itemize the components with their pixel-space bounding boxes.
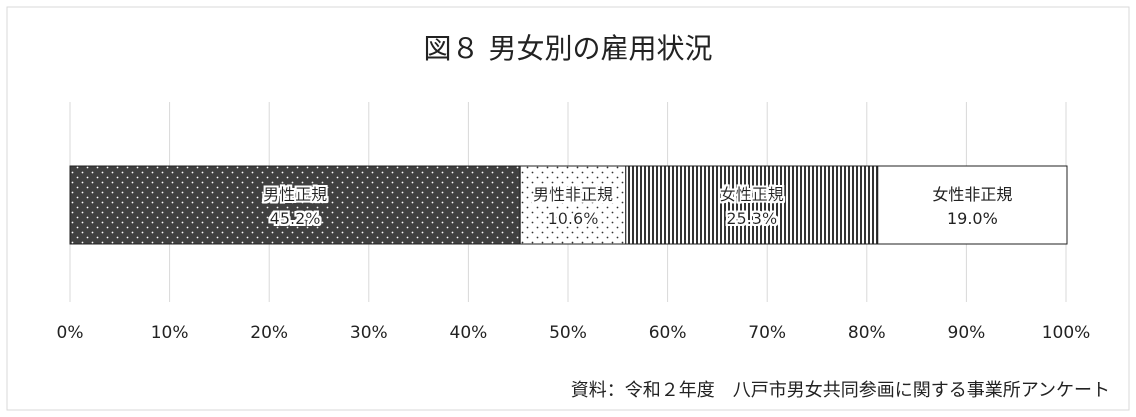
segment-value-label: 19.0% bbox=[947, 209, 998, 228]
segment-value-label: 45.2% bbox=[270, 209, 321, 228]
segment-name-label: 男性正規 bbox=[263, 185, 327, 204]
bar-segment bbox=[877, 165, 1068, 245]
x-tick-label: 80% bbox=[848, 323, 886, 343]
bar-segment bbox=[625, 165, 879, 245]
x-tick-label: 60% bbox=[649, 323, 687, 343]
segment-labels: 男性正規 45.2% 男性非正規 10.6% 女性正規 25.3% 女性非正規 19.0% bbox=[263, 185, 1012, 228]
x-tick-label: 70% bbox=[748, 323, 786, 343]
x-tick-label: 10% bbox=[151, 323, 189, 343]
segment-value-label: 10.6% bbox=[548, 209, 599, 228]
x-tick-label: 100% bbox=[1042, 323, 1091, 343]
segment-value-label: 25.3% bbox=[726, 209, 777, 228]
bar-segment bbox=[69, 165, 521, 245]
x-tick-label: 40% bbox=[450, 323, 488, 343]
segment-name-label: 女性正規 bbox=[720, 185, 784, 204]
x-tick-label: 50% bbox=[549, 323, 587, 343]
bar-segments bbox=[69, 165, 1068, 245]
source-note: 資料：令和２年度 八戸市男女共同参画に関する事業所アンケート bbox=[571, 380, 1110, 401]
x-axis-tick-labels: 0% 10% 20% 30% 40% 50% 60% 70% 80% 90% 100% bbox=[57, 323, 1091, 343]
x-tick-label: 30% bbox=[350, 323, 388, 343]
chart-title: 図８ 男女別の雇用状況 bbox=[424, 32, 713, 65]
bar-segment bbox=[519, 165, 627, 245]
x-tick-label: 90% bbox=[948, 323, 986, 343]
segment-name-label: 女性非正規 bbox=[932, 185, 1012, 204]
x-tick-label: 0% bbox=[57, 323, 84, 343]
x-tick-label: 20% bbox=[250, 323, 288, 343]
segment-name-label: 男性非正規 bbox=[533, 185, 613, 204]
